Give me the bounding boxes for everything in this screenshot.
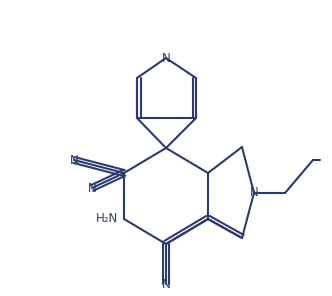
- Text: N: N: [88, 181, 96, 194]
- Text: N: N: [162, 52, 170, 65]
- Text: N: N: [250, 186, 258, 200]
- Text: H₂N: H₂N: [96, 213, 118, 226]
- Text: N: N: [70, 154, 78, 166]
- Text: N: N: [162, 278, 170, 290]
